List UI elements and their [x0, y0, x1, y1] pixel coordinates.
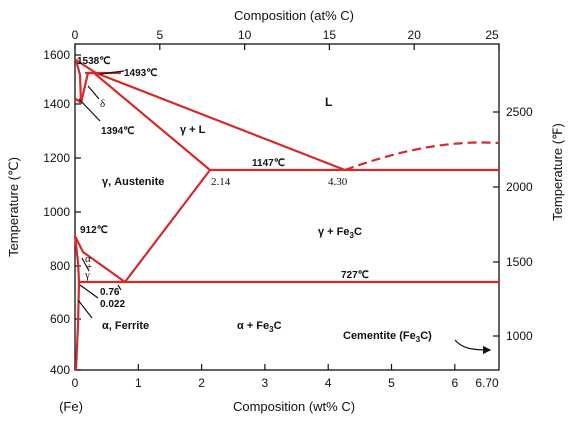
left-tick-label: 800 [50, 259, 70, 273]
label-liquid: L [325, 95, 332, 109]
leader-1493 [99, 70, 125, 75]
top-tick-label: 10 [238, 28, 252, 42]
bottom-tick-label: 5 [388, 376, 395, 390]
label-912: 912℃ [80, 225, 108, 236]
label-430: 4.30 [328, 176, 348, 188]
bottom-tick-label: 1 [135, 376, 142, 390]
label-ferrite: α, Ferrite [102, 320, 149, 332]
left-tick-label: 1200 [43, 151, 70, 165]
leader-delta [87, 85, 100, 100]
top-tick-label: 5 [156, 28, 163, 42]
leader-ferrite [77, 299, 93, 319]
right-tick-label: 2500 [506, 105, 533, 119]
bottom-tick-label: 0 [72, 376, 79, 390]
top-tick-label: 0 [72, 28, 79, 42]
label-1493: 1493℃ [124, 68, 157, 79]
label-alpha-fe3c: α + Fe3C [237, 320, 282, 334]
label-214: 2.14 [211, 176, 231, 188]
acm-line [123, 168, 212, 284]
top-axis [74, 44, 500, 50]
bottom-tick-label: 6 [451, 376, 458, 390]
top-axis-title: Composition (at% C) [234, 8, 354, 23]
top-tick-label: 15 [323, 28, 337, 42]
right-tick-label: 2000 [506, 180, 533, 194]
label-076: 0.76 [100, 287, 120, 298]
label-727: 727℃ [341, 270, 369, 281]
bottom-axis [74, 364, 456, 370]
label-cementite: Cementite (Fe3C) [343, 330, 432, 344]
right-tick-label: 1500 [506, 255, 533, 269]
label-alpha-gamma-a: α [85, 253, 91, 265]
bottom-tick-label: 3 [262, 376, 269, 390]
label-delta: δ [100, 98, 105, 110]
liquidus-line [74, 58, 347, 172]
label-gamma-fe3c: γ + Fe3C [318, 226, 362, 240]
left-tick-label: 400 [50, 363, 70, 377]
plot-frame [74, 43, 500, 371]
bottom-axis-title: Composition (wt% C) [233, 399, 355, 414]
leader-0022 [79, 284, 99, 299]
leader-076 [117, 284, 122, 291]
bottom-tick-label: 6.70 [475, 376, 499, 390]
delta-solidus [74, 58, 83, 105]
left-tick-label: 1000 [43, 205, 70, 219]
austenite-solidus [86, 71, 212, 172]
left-tick-label: 600 [50, 312, 70, 326]
label-1538: 1538℃ [77, 56, 110, 67]
right-axis-title: Temperature (℉) [550, 123, 565, 221]
left-axis-title: Temperature (℃) [6, 157, 21, 257]
cementite-arrow [454, 339, 492, 355]
label-alpha-gamma-g: γ [84, 269, 90, 281]
fe-label: (Fe) [59, 399, 83, 414]
label-gamma-l: γ + L [180, 124, 206, 136]
label-0022: 0.022 [100, 299, 125, 310]
label-austenite: γ, Austenite [102, 176, 164, 188]
bottom-tick-label: 4 [325, 376, 332, 390]
label-alpha-gamma-plus: + [86, 261, 92, 273]
right-axis [493, 111, 499, 337]
bottom-tick-label: 2 [198, 376, 205, 390]
label-1147: 1147℃ [252, 158, 285, 169]
left-tick-label: 1600 [43, 48, 70, 62]
right-tick-label: 1000 [506, 329, 533, 343]
a3-line [73, 234, 127, 284]
top-tick-label: 20 [408, 28, 422, 42]
leader-alpha-gamma [81, 257, 90, 272]
top-tick-label: 25 [485, 28, 499, 42]
label-1394: 1394℃ [101, 126, 134, 137]
leader-1394 [78, 98, 101, 122]
delta-gamma-boundary [74, 71, 90, 105]
left-tick-label: 1400 [43, 97, 70, 111]
left-axis [75, 54, 81, 371]
cementite-liquidus-dashed [344, 141, 500, 172]
